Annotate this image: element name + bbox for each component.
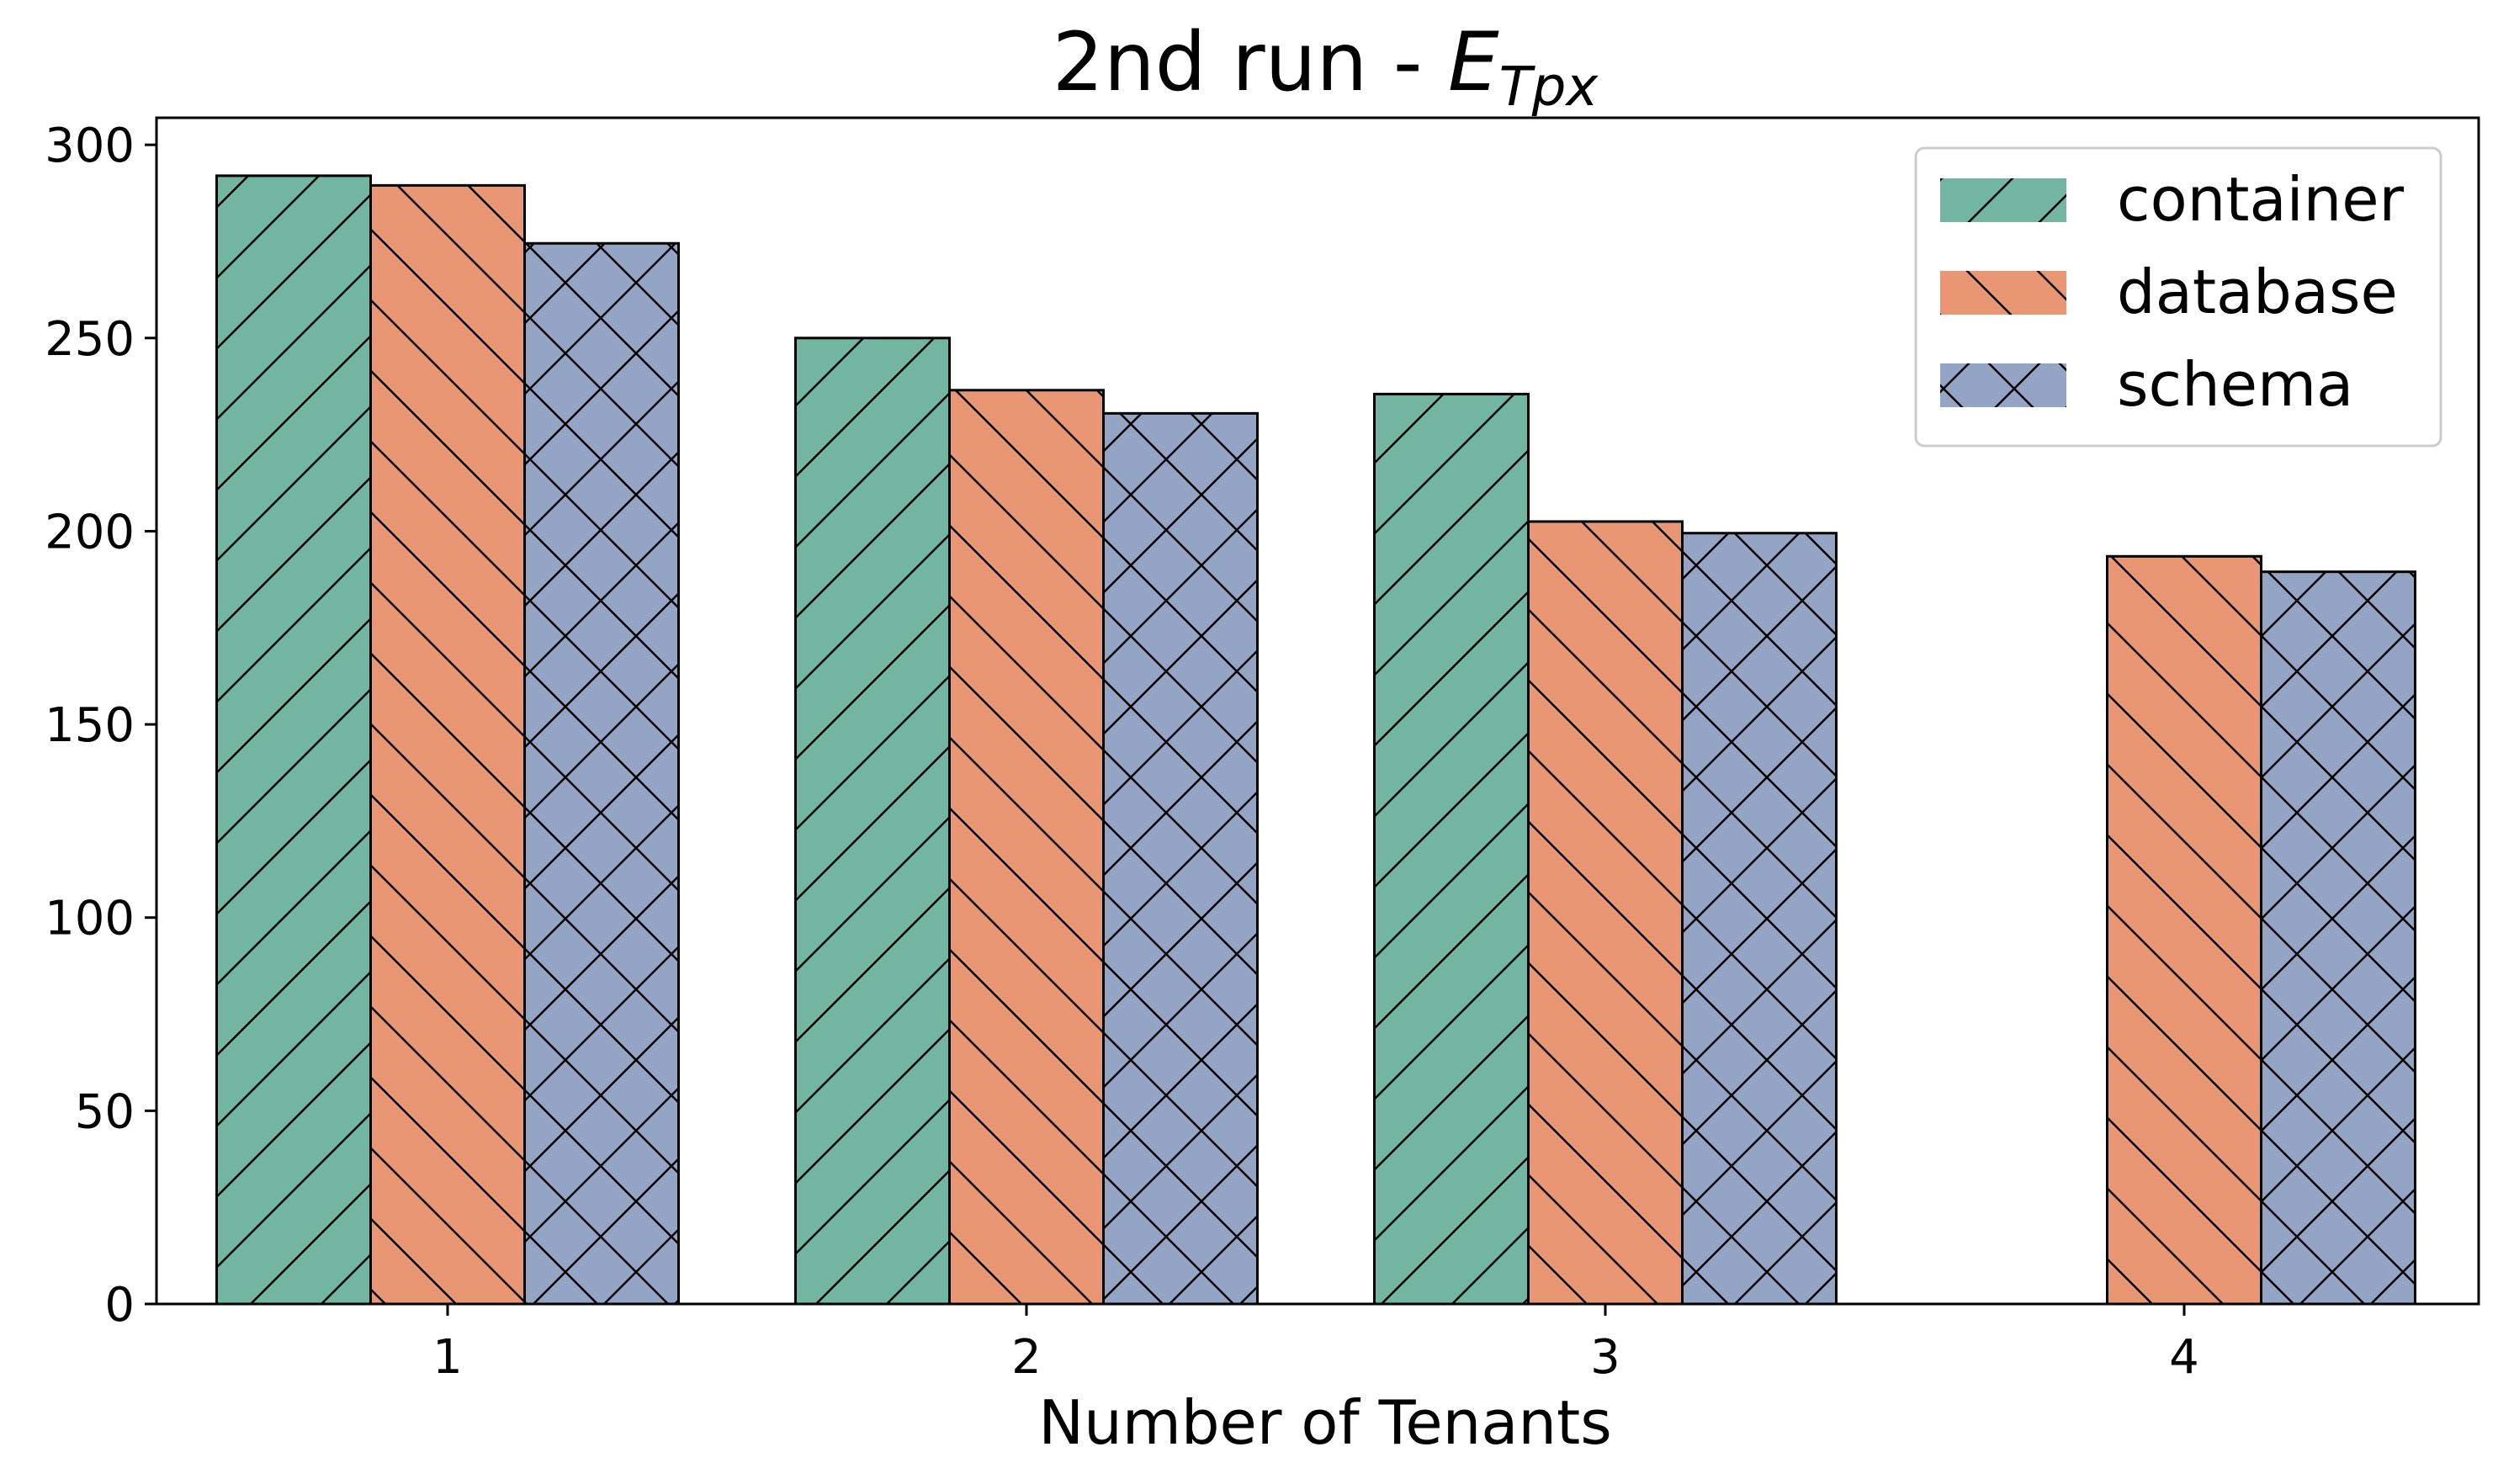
y-tick-label: 200 — [45, 505, 135, 559]
bar-schema-4 — [2260, 570, 2416, 1306]
y-tick-label: 100 — [45, 892, 135, 946]
bar-database-3 — [1527, 520, 1684, 1306]
legend: container database schema — [1914, 146, 2442, 448]
plot-area-frame — [155, 116, 2480, 1306]
chart-title: 2nd run - ETpx — [1053, 15, 1599, 119]
bar-database-2 — [948, 389, 1105, 1306]
legend-label: database — [2117, 257, 2398, 327]
y-tick-label: 250 — [45, 312, 135, 367]
legend-entry-container: container — [1940, 164, 2405, 235]
x-axis-label: Number of Tenants — [1038, 1387, 1612, 1458]
legend-label: container — [2117, 164, 2405, 235]
x-axis: 1 2 3 4 — [432, 1304, 2199, 1385]
bars-layer — [215, 174, 2416, 1306]
legend-items: container database schema — [1940, 164, 2405, 420]
bar-schema-3 — [1681, 532, 1838, 1306]
legend-entry-database: database — [1940, 257, 2398, 327]
bar-schema-1 — [523, 241, 680, 1306]
y-tick-label: 300 — [45, 119, 135, 173]
x-tick-label: 2 — [1011, 1330, 1042, 1385]
y-tick-label: 150 — [45, 698, 135, 753]
legend-label: schema — [2117, 349, 2353, 420]
y-axis: 0 50 100 150 200 250 300 — [45, 119, 156, 1333]
bar-container-3 — [1373, 392, 1530, 1306]
bar-schema-2 — [1102, 411, 1259, 1306]
bar-database-1 — [369, 183, 526, 1306]
y-tick-label: 0 — [104, 1278, 135, 1333]
bar-container-2 — [794, 337, 951, 1306]
bar-database-4 — [2106, 554, 2262, 1306]
x-tick-label: 3 — [1590, 1330, 1620, 1385]
bar-container-1 — [215, 174, 372, 1306]
legend-entry-schema: schema — [1940, 349, 2353, 420]
y-tick-label: 50 — [75, 1084, 135, 1139]
x-tick-label: 4 — [2169, 1330, 2199, 1385]
x-tick-label: 1 — [432, 1330, 463, 1385]
